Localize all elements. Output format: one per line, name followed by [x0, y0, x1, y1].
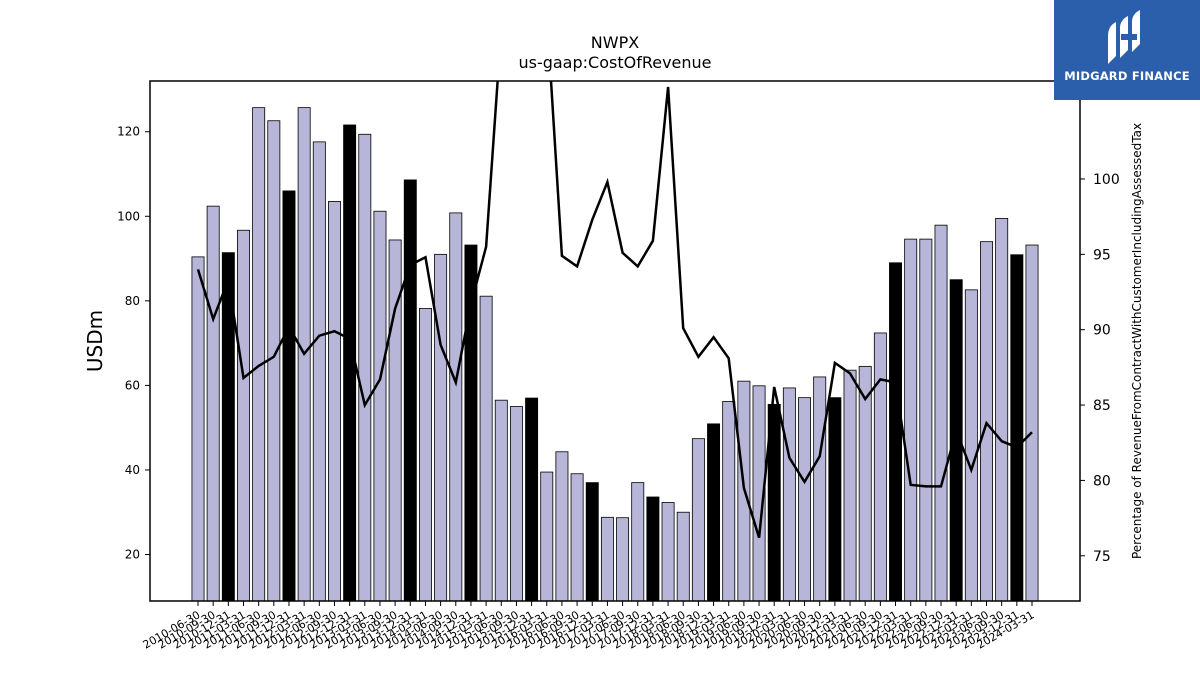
y-tick-label: 40: [125, 463, 140, 477]
bar: [661, 502, 675, 602]
bar: [707, 423, 721, 602]
bar: [1010, 254, 1024, 602]
bar: [328, 201, 341, 602]
bar: [995, 217, 1009, 602]
y-axis-left: 20 40 60 80 100 120: [117, 125, 150, 561]
percentage-line: [196, 81, 1033, 539]
logo-mark-icon: [1108, 10, 1140, 64]
y2-tick-label: 80: [1093, 473, 1111, 489]
bars-group: [191, 107, 1039, 602]
bar: [782, 387, 796, 602]
y-tick-label: 20: [125, 547, 140, 561]
bar: [434, 253, 448, 602]
chart-subtitle: us-gaap:CostOfRevenue: [518, 53, 711, 72]
bar: [206, 205, 220, 602]
bar: [449, 212, 463, 602]
logo-text: MIDGARD FINANCE: [1064, 69, 1190, 83]
bar: [858, 365, 872, 602]
y2-tick-label: 85: [1093, 398, 1111, 414]
bar: [191, 256, 205, 602]
bar: [525, 397, 539, 602]
bar: [600, 516, 614, 602]
bar: [843, 369, 857, 602]
bar: [889, 262, 902, 602]
bar: [358, 133, 372, 602]
bar: [934, 224, 948, 602]
bar: [676, 511, 690, 602]
bar: [570, 473, 584, 602]
bar: [813, 376, 827, 602]
bar: [282, 190, 296, 602]
bar: [418, 308, 432, 602]
bar: [616, 517, 630, 602]
bar: [873, 332, 887, 602]
y-tick-label: 120: [117, 125, 140, 139]
bar: [403, 179, 417, 602]
y2-tick-label: 90: [1093, 323, 1111, 339]
bar: [555, 451, 569, 602]
y-tick-label: 80: [125, 294, 140, 308]
bar: [646, 496, 660, 602]
plot-frame: [149, 80, 1081, 602]
y2-tick-label: 100: [1093, 172, 1120, 188]
y-tick-label: 60: [125, 378, 140, 392]
bar: [479, 295, 493, 602]
bar: [373, 210, 387, 602]
x-axis: 2010-06-302010-09-302010-12-312011-03-31…: [141, 601, 1037, 652]
bar: [267, 120, 281, 602]
bar: [919, 238, 933, 602]
bar: [798, 397, 812, 602]
bar: [312, 141, 326, 602]
y-axis-right: 75 80 85 90 95 100: [1080, 172, 1120, 565]
bar: [464, 244, 478, 602]
bar: [494, 399, 508, 602]
bar: [1025, 244, 1039, 602]
y2-axis-label: Percentage of RevenueFromContractWithCus…: [1130, 123, 1144, 559]
bar: [631, 482, 645, 602]
bar: [585, 482, 599, 602]
bar: [252, 107, 266, 602]
y-tick-label: 100: [117, 209, 140, 223]
bar: [722, 401, 736, 602]
bar: [540, 471, 554, 602]
y-axis-label: USDm: [83, 310, 107, 372]
y2-tick-label: 75: [1093, 549, 1111, 565]
bar: [509, 406, 523, 602]
bar: [691, 438, 705, 602]
brand-logo: MIDGARD FINANCE: [1054, 0, 1200, 100]
bar: [904, 238, 918, 602]
y2-tick-label: 95: [1093, 247, 1111, 263]
chart-title: NWPX: [591, 33, 639, 52]
bar: [964, 289, 978, 602]
bar: [828, 397, 842, 602]
bar: [237, 229, 250, 602]
line-group: [196, 81, 1033, 539]
